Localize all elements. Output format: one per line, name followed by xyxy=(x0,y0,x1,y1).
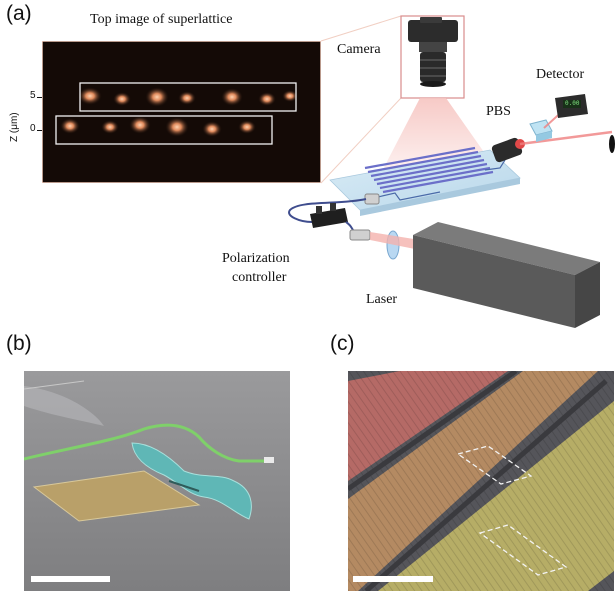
camera-icon xyxy=(408,17,458,87)
probe-tip xyxy=(24,386,104,426)
z-tick-mark-0 xyxy=(37,130,42,131)
panel-b-label: (b) xyxy=(6,332,32,355)
setup-illustration xyxy=(288,15,615,328)
upper-row-spots xyxy=(78,87,298,107)
chip-output-waveguide xyxy=(484,159,506,171)
beam-block-icon xyxy=(609,135,615,153)
pbs-icon xyxy=(529,119,553,142)
scale-bar-b xyxy=(31,576,110,582)
detector-readout: 0.00 xyxy=(565,100,580,107)
chip-bus-waveguide xyxy=(377,191,441,201)
input-fiber xyxy=(288,198,367,223)
detector-icon xyxy=(555,94,588,118)
pbs-label: PBS xyxy=(486,104,511,119)
dashed-region-1 xyxy=(456,445,533,485)
panel-c-label: (c) xyxy=(330,332,355,355)
waveguide-coupler xyxy=(264,457,274,463)
membrane-slot xyxy=(168,480,200,492)
sem-image-b xyxy=(23,371,290,591)
z-tick-0: 0 xyxy=(30,123,36,134)
sem-texture xyxy=(348,371,614,591)
laser-label: Laser xyxy=(366,292,398,307)
input-fiber-coupler xyxy=(364,193,380,205)
panel-a-label: (a) xyxy=(6,2,32,25)
chip-substrate-edge xyxy=(360,178,520,216)
inset-connector-bottom xyxy=(320,97,402,184)
inset-connector-top xyxy=(320,15,402,42)
gap-1 xyxy=(346,368,518,492)
output-objective-icon xyxy=(491,137,525,163)
polarization-controller-icon xyxy=(310,203,348,228)
scale-bar-c xyxy=(353,576,433,582)
superlattice-top-image xyxy=(41,40,322,184)
output-beam xyxy=(519,130,613,146)
superlattice-image-svg xyxy=(41,40,322,184)
upper-row-box xyxy=(79,82,297,112)
polarization-label-line2: controller xyxy=(232,270,287,285)
z-tick-5: 5 xyxy=(30,90,36,101)
polarization-label-line1: Polarization xyxy=(222,251,290,266)
z-tick-mark-5 xyxy=(37,97,42,98)
probe-wire xyxy=(23,380,85,390)
sem-image-c xyxy=(346,368,614,593)
teal-membrane xyxy=(131,442,252,520)
sem-image-c-svg xyxy=(346,368,614,593)
gold-pad xyxy=(32,470,201,522)
superlattice-waveguides xyxy=(364,146,494,194)
collimator xyxy=(349,229,371,241)
laser-icon xyxy=(413,222,600,328)
green-waveguide xyxy=(23,423,267,463)
camera-label: Camera xyxy=(337,42,381,57)
inset-title: Top image of superlattice xyxy=(90,12,233,27)
dashed-region-2 xyxy=(478,524,568,576)
inset-frame xyxy=(41,40,322,184)
gap-2 xyxy=(364,379,608,593)
lower-row-box xyxy=(55,115,273,145)
detector-label: Detector xyxy=(536,67,585,82)
lower-row-spots xyxy=(60,116,256,137)
laser-beam xyxy=(370,232,420,250)
sem-image-b-svg xyxy=(23,371,290,591)
